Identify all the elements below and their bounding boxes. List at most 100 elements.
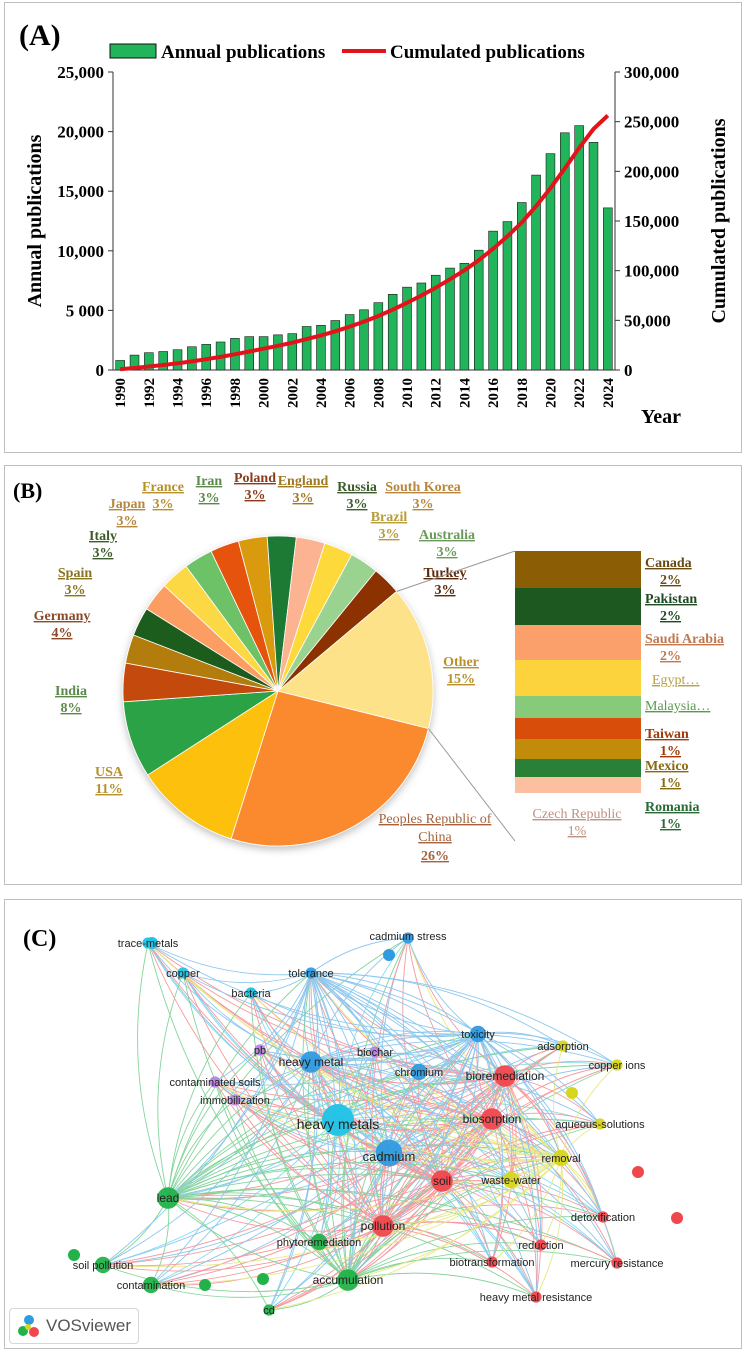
vosviewer-logo-icon: [18, 1315, 39, 1337]
breakdown-label: Pakistan: [645, 592, 697, 607]
network-edge: [268, 1119, 339, 1311]
network-node-biosorption: [481, 1108, 503, 1130]
x-tick-label: 2008: [371, 378, 387, 408]
breakdown-segment-malaysia-: [515, 696, 641, 718]
network-label: bioremediation: [466, 1069, 545, 1083]
network-edge: [167, 1049, 261, 1199]
right-tick-label: 250,000: [624, 113, 679, 132]
network-edge: [167, 1071, 420, 1199]
left-tick-label: 25,000: [57, 63, 104, 82]
bar-2013: [445, 267, 455, 371]
network-node: [671, 1212, 683, 1224]
network-edge: [491, 1064, 618, 1120]
network-label: bacteria: [231, 988, 271, 1000]
network-edge: [182, 972, 479, 1037]
network-node-removal: [552, 1149, 570, 1167]
network-edge: [407, 937, 479, 1035]
bar-1995: [187, 346, 197, 371]
network-edges: [102, 937, 618, 1311]
network-edge: [382, 1204, 604, 1227]
network-label: removal: [541, 1153, 580, 1165]
network-edge: [167, 1033, 479, 1199]
network-edge: [310, 972, 618, 1264]
network-label: immobilization: [200, 1095, 270, 1107]
network-label: trace-metals: [118, 938, 179, 950]
breakdown-segment-canada: [515, 551, 641, 588]
network-label: reduction: [518, 1240, 563, 1252]
network-edge: [382, 1045, 564, 1227]
pie-slice-peoples-republic-of-china: [230, 690, 429, 847]
network-label: biosorption: [463, 1112, 522, 1126]
breakdown-label: Malaysia…: [645, 699, 710, 714]
network-edge: [477, 1033, 504, 1263]
network-edge: [318, 1033, 479, 1243]
pie-pct: 3%: [199, 491, 220, 506]
pie-slice-usa: [147, 690, 279, 840]
bar-2008: [373, 302, 384, 371]
network-edge: [167, 1194, 493, 1263]
network-label: biochar: [357, 1047, 393, 1059]
network-edge: [182, 972, 312, 984]
breakdown-pct: 1%: [660, 776, 681, 791]
pie-pct: 3%: [245, 488, 266, 503]
network-edge: [167, 1197, 270, 1311]
network-edge: [150, 972, 312, 1286]
breakdown-segment-taiwan: [515, 718, 641, 739]
annual-cumulated-chart: (A) Annual publications Cumulated publicat…: [19, 19, 730, 428]
network-edge: [268, 972, 321, 1311]
network-node-biochar: [369, 1046, 381, 1058]
network-label: cadmium stress: [369, 931, 447, 943]
network-edge: [382, 1225, 493, 1263]
network-label: tolerance: [288, 968, 333, 980]
network-node: [257, 1273, 269, 1285]
network-node-heavy-metal-resistance: [530, 1291, 542, 1303]
pie-label: South Korea: [385, 480, 461, 495]
network-edge: [382, 1221, 618, 1264]
network-edge: [102, 1118, 493, 1266]
network-node-accumulation: [337, 1269, 359, 1291]
network-edge: [310, 972, 542, 1246]
network-node-cadmium-stress: [402, 932, 414, 944]
panel-a-label: (A): [19, 19, 61, 52]
pie-label: Germany: [34, 609, 91, 624]
network-label: aqueous-solutions: [555, 1119, 645, 1131]
x-tick-label: 2022: [572, 378, 588, 408]
pie-label: France: [142, 480, 184, 495]
x-tick-label: 1992: [142, 378, 158, 408]
network-edge: [308, 972, 339, 1121]
network-edge: [477, 1032, 618, 1066]
bar-2019: [531, 174, 541, 371]
x-tick-label: 2020: [543, 378, 559, 408]
network-edge: [167, 1167, 443, 1199]
network-edge: [268, 1225, 384, 1311]
pie-label: Other: [443, 655, 479, 670]
network-edge: [382, 1225, 537, 1298]
pie-pct: 3%: [437, 545, 458, 560]
left-tick-label: 15,000: [57, 182, 104, 201]
network-node-detoxification: [597, 1211, 609, 1223]
network-label: pollution: [361, 1219, 406, 1233]
network-edge: [407, 937, 493, 1120]
network-edge: [147, 942, 562, 1159]
network-edge: [310, 972, 443, 1182]
pie-label: India: [55, 684, 87, 699]
left-tick-label: 5 000: [66, 301, 104, 320]
x-tick-label: 2016: [486, 377, 502, 408]
network-label: chromium: [395, 1067, 443, 1079]
network-edge: [147, 942, 384, 1227]
network-label: phytoremediation: [277, 1237, 361, 1249]
pie-pct: 3%: [65, 583, 86, 598]
network-node-biotransformation: [486, 1256, 498, 1268]
network-node-mercury-resistance: [611, 1257, 623, 1269]
network-node-cadmium: [375, 1139, 403, 1167]
bar-2016: [488, 230, 498, 371]
network-edge: [167, 937, 409, 1199]
bar-2001: [273, 334, 283, 371]
network-edge: [259, 1033, 479, 1060]
panel-c-label: (C): [23, 926, 56, 952]
bar-2012: [430, 274, 441, 371]
network-edge: [268, 1157, 562, 1311]
network-node-copper-ions: [611, 1059, 623, 1071]
network-node-heavy-metals: [322, 1104, 354, 1136]
bar-2014: [459, 263, 470, 371]
